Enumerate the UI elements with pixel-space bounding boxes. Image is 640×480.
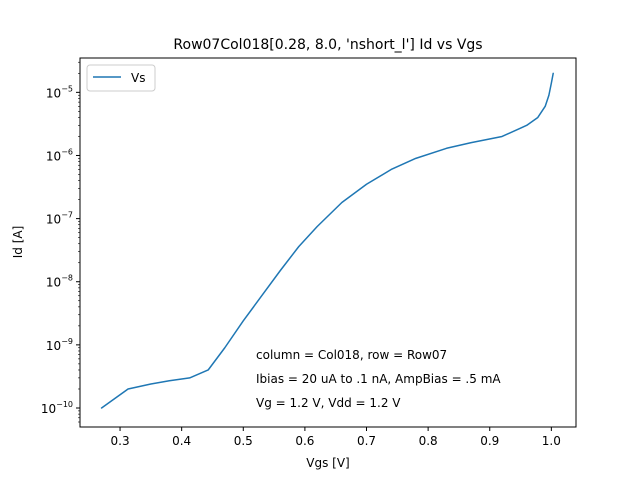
axes-frame: [79, 57, 577, 428]
x-tick-label: 0.4: [172, 434, 191, 448]
x-tick-label: 0.5: [234, 434, 253, 448]
legend-box: [86, 64, 156, 92]
x-tick-label: 0.6: [295, 434, 314, 448]
annotations: column = Col018, row = Row07 Ibias = 20 u…: [256, 348, 501, 410]
series-line-0: [100, 72, 554, 409]
legend-label: Vs: [131, 71, 145, 85]
x-tick-label: 1.0: [542, 434, 561, 448]
annotation-line: Vg = 1.2 V, Vdd = 1.2 V: [256, 396, 401, 410]
x-axis: 0.3 0.4 0.5 0.6 0.7 0.8 0.9 1.0: [111, 427, 561, 448]
chart-title: Row07Col018[0.28, 8.0, 'nshort_l'] Id vs…: [173, 37, 482, 53]
legend: Vs: [86, 64, 156, 92]
x-axis-label: Vgs [V]: [306, 456, 349, 470]
x-tick-label: 0.7: [357, 434, 376, 448]
y-axis-label: Id [A]: [11, 226, 25, 259]
x-tick-label: 0.3: [111, 434, 130, 448]
annotation-line: Ibias = 20 uA to .1 nA, AmpBias = .5 mA: [256, 372, 501, 386]
annotation-line: column = Col018, row = Row07: [256, 348, 447, 362]
plot-area: [100, 72, 554, 409]
x-tick-label: 0.8: [419, 434, 438, 448]
x-tick-label: 0.9: [480, 434, 499, 448]
